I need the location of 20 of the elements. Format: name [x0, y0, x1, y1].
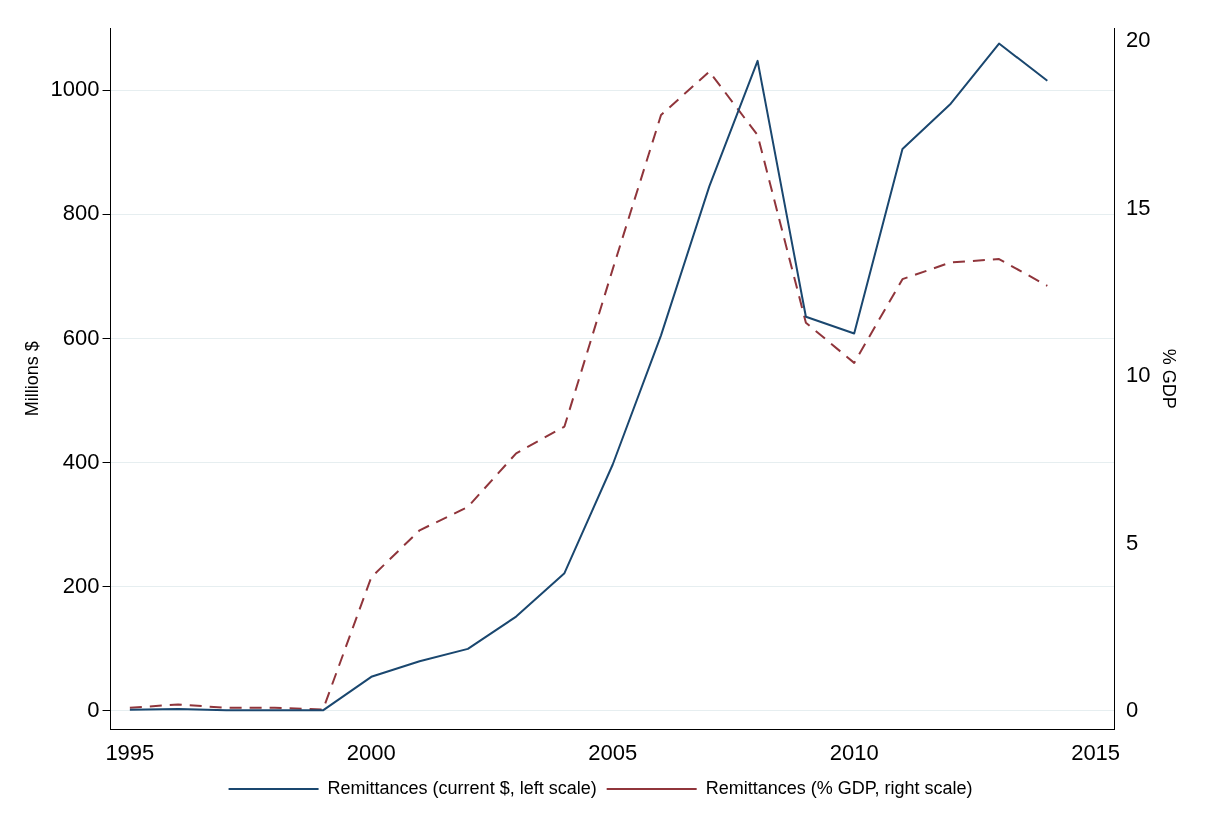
y-tick-label: 1000	[50, 76, 100, 102]
x-tick-label: 1995	[105, 739, 155, 765]
legend-label: Remittances (% GDP, right scale)	[705, 777, 973, 798]
y-tick-label: 600	[62, 324, 100, 350]
y2-tick-label: 0	[1125, 697, 1139, 723]
y2-axis-title: % GDP	[1159, 348, 1180, 409]
y-tick-label: 0	[87, 697, 100, 723]
y2-tick-label: 5	[1125, 529, 1139, 555]
y-axis-title: Millions $	[21, 341, 42, 417]
y2-tick-label: 20	[1125, 27, 1151, 53]
y-tick-label: 200	[62, 572, 100, 598]
y2-tick-label: 15	[1125, 194, 1151, 220]
y2-tick-label: 10	[1125, 362, 1151, 388]
x-tick-label: 2000	[346, 739, 396, 765]
y-tick-label: 400	[62, 448, 100, 474]
x-tick-label: 2015	[1071, 739, 1121, 765]
y-tick-label: 800	[62, 200, 100, 226]
x-tick-label: 2005	[588, 739, 638, 765]
x-tick-label: 2010	[829, 739, 879, 765]
legend-label: Remittances (current $, left scale)	[327, 777, 597, 798]
